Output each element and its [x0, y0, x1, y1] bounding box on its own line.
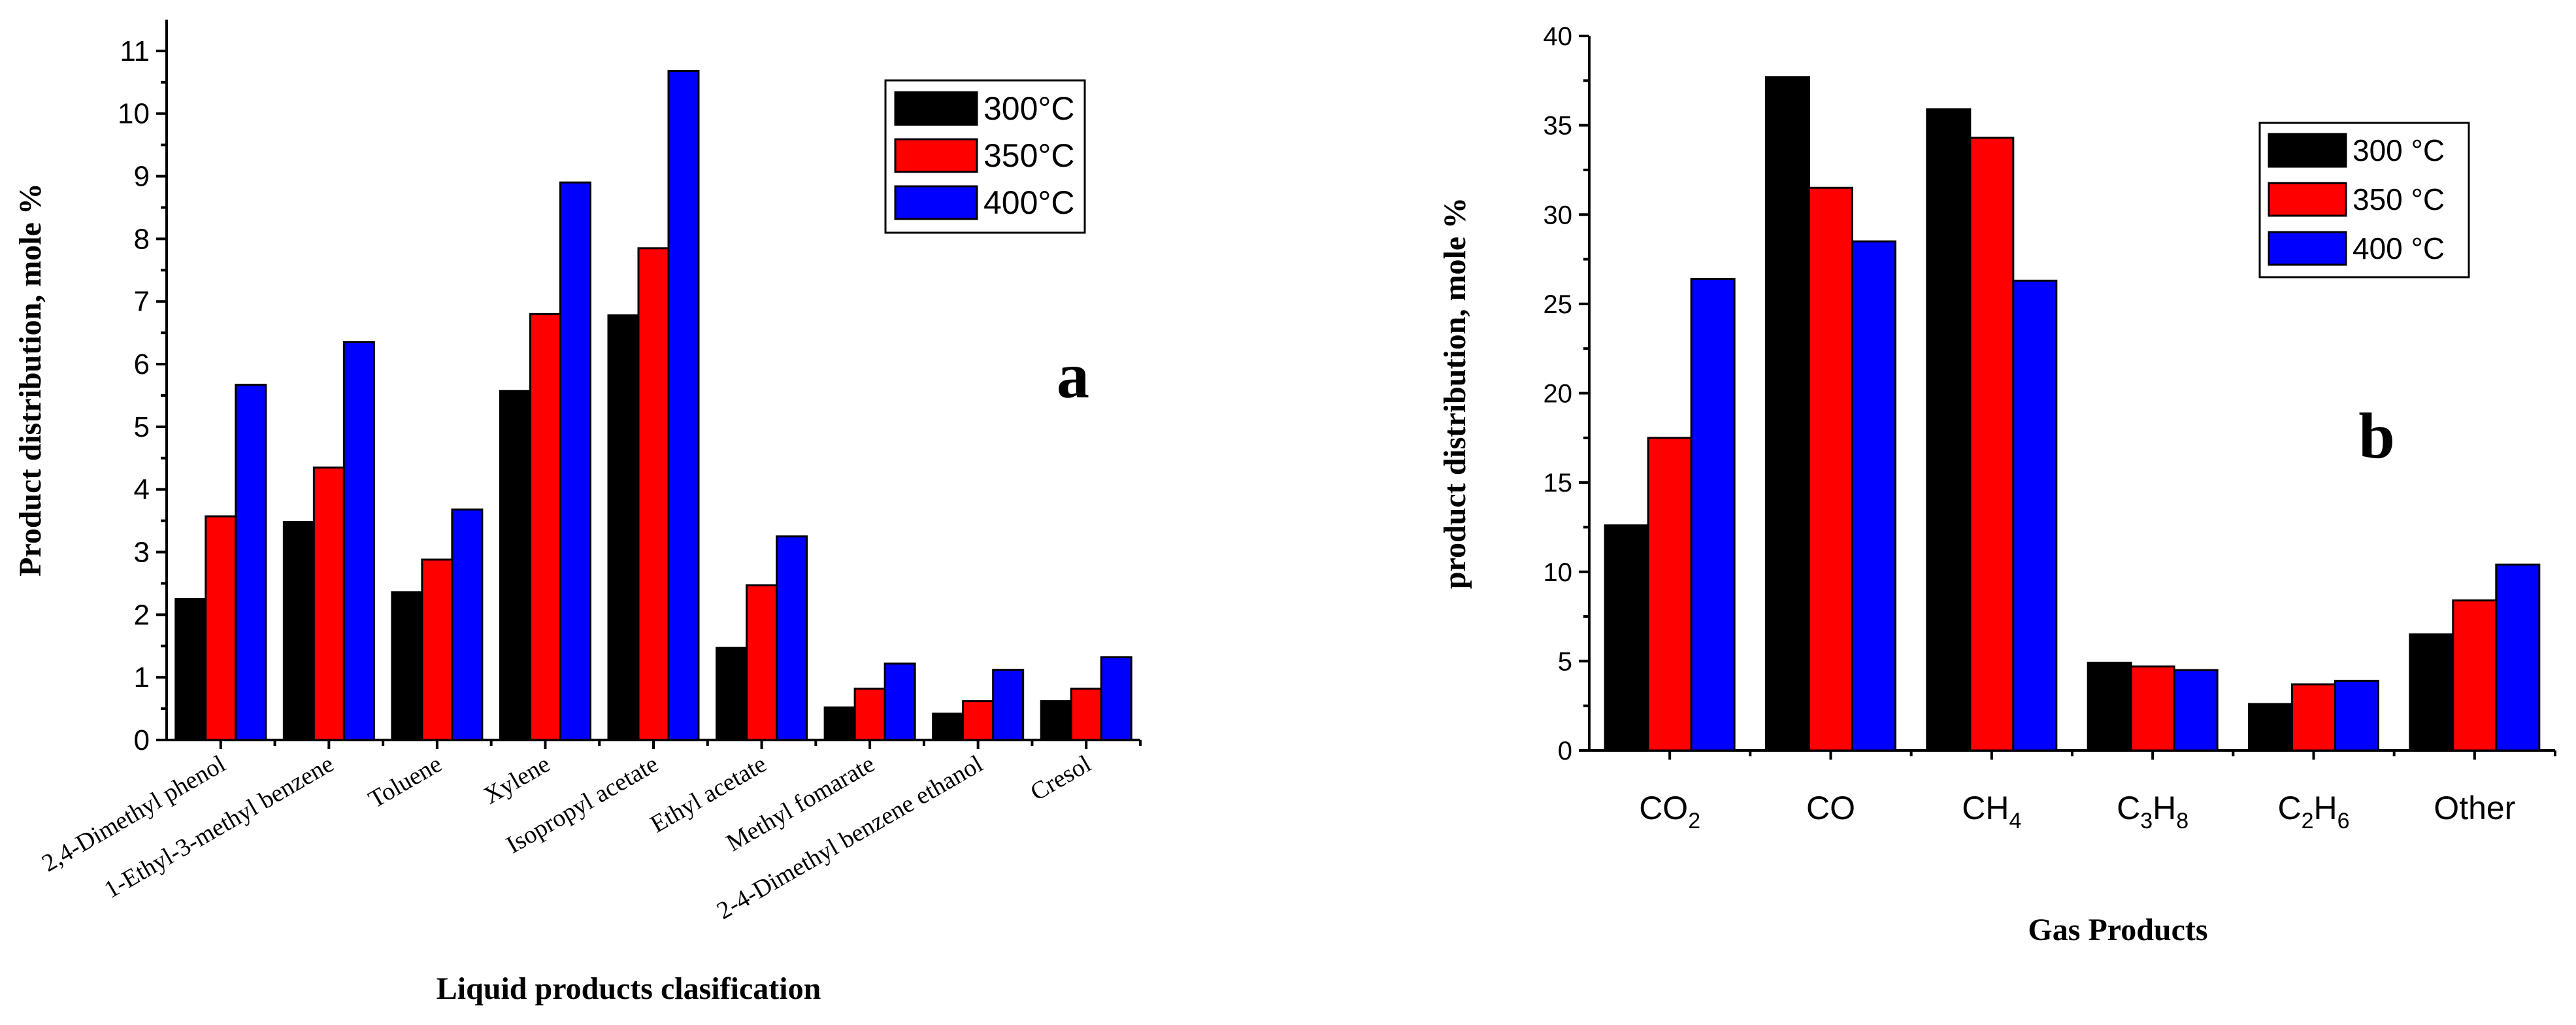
x-category-label: CO — [1806, 790, 1855, 826]
bar-a-4-2 — [667, 70, 700, 741]
bar-a-0-1 — [205, 515, 237, 741]
bar-b-0-1 — [1647, 437, 1693, 752]
x-category-label: CO2 — [1639, 790, 1700, 833]
y-tick-label: 2 — [134, 599, 150, 631]
bar-a-7-2 — [992, 669, 1025, 741]
y-tick-label: 5 — [134, 411, 150, 443]
bar-b-1-2 — [1851, 240, 1896, 752]
y-tick-label: 6 — [134, 348, 150, 380]
bar-a-8-2 — [1100, 656, 1132, 741]
legend-label: 350 °C — [2353, 182, 2445, 216]
bar-b-0-2 — [1690, 278, 1736, 752]
bar-b-5-2 — [2495, 563, 2541, 752]
bar-a-4-0 — [607, 314, 640, 741]
bar-a-6-1 — [853, 687, 886, 741]
legend-label: 300°C — [983, 90, 1075, 127]
y-tick-label: 4 — [134, 474, 150, 506]
legend-swatch — [894, 91, 978, 126]
bar-a-5-0 — [716, 647, 748, 741]
x-category-label: 2,4-Dimethyl phenol — [37, 750, 230, 877]
x-axis-title: Liquid products clasification — [437, 971, 821, 1006]
legend-swatch — [2268, 133, 2347, 168]
x-category-label: CH4 — [1962, 790, 2021, 833]
bar-b-1-0 — [1765, 76, 1810, 752]
legend-b: 300 °C 350 °C 400 °C — [2258, 122, 2470, 278]
bar-a-3-0 — [499, 390, 531, 741]
bar-b-2-1 — [1969, 137, 2015, 752]
legend-swatch — [894, 138, 978, 173]
x-category-label: Toluene — [364, 750, 447, 813]
bar-a-8-0 — [1040, 700, 1072, 741]
y-tick-label: 0 — [1558, 737, 1572, 765]
legend-label: 400 °C — [2353, 231, 2445, 265]
y-tick-label: 40 — [1544, 22, 1573, 51]
legend-label: 300 °C — [2353, 133, 2445, 167]
panel-label-b: b — [2358, 399, 2395, 472]
bar-b-3-0 — [2087, 662, 2132, 752]
bar-a-2-2 — [451, 508, 484, 741]
bar-b-2-2 — [2012, 279, 2058, 752]
y-axis-title: Product distribution, mole % — [13, 183, 48, 577]
bar-a-1-0 — [282, 521, 315, 741]
y-tick-label: 0 — [134, 724, 150, 756]
legend-label: 350°C — [983, 137, 1075, 174]
y-tick-label: 5 — [1558, 647, 1572, 676]
legend-a: 300°C 350°C 400°C — [884, 79, 1086, 234]
y-tick-label: 35 — [1544, 112, 1573, 141]
bar-a-0-2 — [235, 384, 267, 741]
bar-b-3-2 — [2173, 669, 2219, 752]
x-category-label: C3H8 — [2117, 790, 2188, 833]
bar-b-4-1 — [2291, 683, 2336, 752]
y-tick-label: 30 — [1544, 201, 1573, 229]
bar-a-3-2 — [559, 181, 591, 741]
legend-swatch — [2268, 182, 2347, 217]
y-tick-label: 7 — [134, 286, 150, 318]
bar-a-3-1 — [529, 312, 561, 741]
legend-swatch — [2268, 231, 2347, 266]
bar-a-8-1 — [1070, 687, 1102, 741]
bar-a-4-1 — [637, 247, 670, 741]
bar-b-1-1 — [1808, 186, 1853, 752]
bar-a-2-1 — [421, 558, 454, 741]
bar-a-7-1 — [962, 700, 995, 741]
y-tick-label: 15 — [1544, 469, 1573, 497]
x-category-label: Cresol — [1026, 750, 1096, 806]
y-tick-label: 10 — [1544, 558, 1573, 587]
bar-a-2-0 — [391, 591, 423, 741]
bar-a-5-2 — [776, 535, 808, 741]
y-tick-label: 10 — [118, 98, 150, 130]
bar-b-0-0 — [1604, 524, 1649, 752]
bar-b-2-0 — [1926, 108, 1972, 752]
y-tick-label: 11 — [120, 35, 150, 67]
legend-label: 400°C — [983, 184, 1075, 221]
legend-swatch — [894, 185, 978, 220]
y-tick-label: 25 — [1544, 290, 1573, 319]
bar-b-5-1 — [2452, 599, 2498, 752]
bar-a-0-0 — [174, 597, 207, 741]
bar-a-5-1 — [746, 584, 778, 741]
x-axis-title: Gas Products — [2028, 913, 2207, 947]
x-category-label: C2H6 — [2277, 790, 2349, 833]
bar-b-3-1 — [2130, 665, 2175, 752]
bar-b-5-0 — [2409, 633, 2454, 752]
y-tick-label: 9 — [134, 161, 150, 193]
y-tick-label: 20 — [1544, 380, 1573, 409]
bar-a-7-0 — [932, 713, 965, 741]
panel-label-a: a — [1057, 339, 1089, 412]
x-category-label: Other — [2434, 790, 2515, 826]
y-tick-label: 1 — [134, 662, 150, 694]
x-category-label: Xylene — [479, 750, 555, 809]
bar-b-4-2 — [2334, 679, 2379, 752]
bar-a-6-2 — [883, 662, 916, 741]
bar-a-1-1 — [312, 466, 345, 741]
bar-b-4-0 — [2248, 703, 2293, 752]
y-tick-label: 3 — [134, 537, 150, 569]
bar-a-6-0 — [823, 706, 856, 741]
y-axis-title: product distribution, mole % — [1438, 197, 1472, 589]
bar-a-1-2 — [342, 341, 375, 741]
y-tick-label: 8 — [134, 223, 150, 255]
chart-panel-b: 0 5 10 15 20 25 30 35 40 CO2 CO CH4 C3H8 C2H6 Other pro… — [1438, 22, 2556, 947]
